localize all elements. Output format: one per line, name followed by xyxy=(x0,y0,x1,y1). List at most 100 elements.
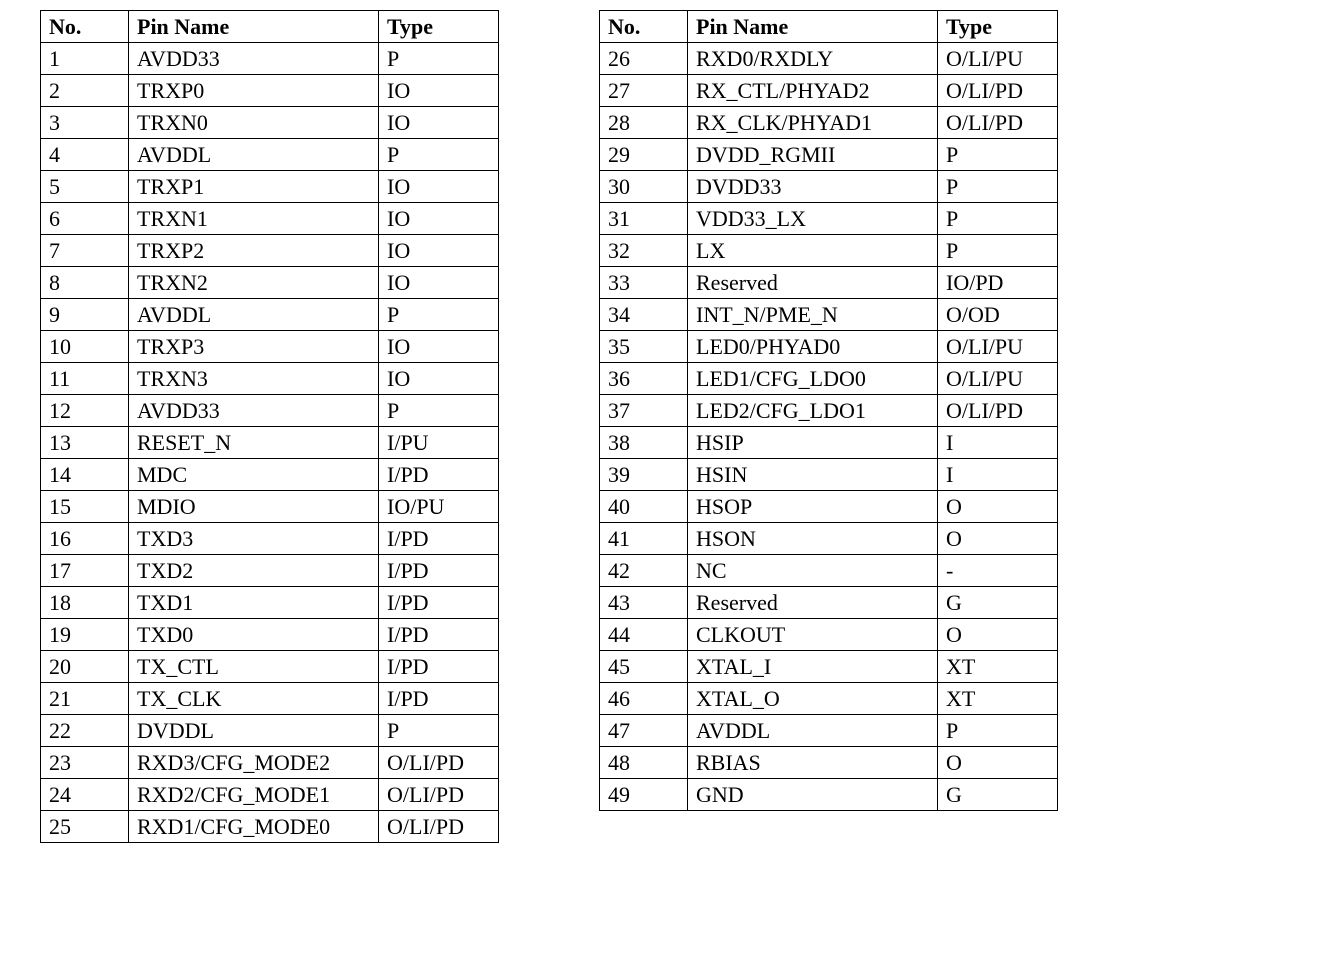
table-row: 19TXD0I/PD xyxy=(41,619,499,651)
cell-pin-name: TXD1 xyxy=(129,587,379,619)
cell-pin-name: TXD2 xyxy=(129,555,379,587)
cell-type: O/LI/PD xyxy=(938,75,1058,107)
cell-pin-name: Reserved xyxy=(688,267,938,299)
table-header-row: No. Pin Name Type xyxy=(41,11,499,43)
cell-type: O/LI/PU xyxy=(938,331,1058,363)
table-row: 17TXD2I/PD xyxy=(41,555,499,587)
cell-pin-name: LX xyxy=(688,235,938,267)
cell-no: 29 xyxy=(600,139,688,171)
cell-no: 17 xyxy=(41,555,129,587)
cell-no: 24 xyxy=(41,779,129,811)
table-row: 10TRXP3IO xyxy=(41,331,499,363)
cell-pin-name: RESET_N xyxy=(129,427,379,459)
cell-type: G xyxy=(938,779,1058,811)
cell-no: 16 xyxy=(41,523,129,555)
cell-no: 14 xyxy=(41,459,129,491)
cell-type: O/OD xyxy=(938,299,1058,331)
cell-type: IO xyxy=(379,331,499,363)
cell-type: P xyxy=(938,139,1058,171)
cell-no: 7 xyxy=(41,235,129,267)
cell-type: O/LI/PU xyxy=(938,43,1058,75)
cell-no: 48 xyxy=(600,747,688,779)
cell-pin-name: AVDD33 xyxy=(129,43,379,75)
cell-pin-name: LED0/PHYAD0 xyxy=(688,331,938,363)
cell-no: 3 xyxy=(41,107,129,139)
table-row: 29DVDD_RGMIIP xyxy=(600,139,1058,171)
cell-type: O/LI/PD xyxy=(379,747,499,779)
table-header-row: No. Pin Name Type xyxy=(600,11,1058,43)
table-row: 9AVDDLP xyxy=(41,299,499,331)
cell-no: 36 xyxy=(600,363,688,395)
table-row: 39HSINI xyxy=(600,459,1058,491)
cell-no: 18 xyxy=(41,587,129,619)
cell-no: 40 xyxy=(600,491,688,523)
pin-tables-container: No. Pin Name Type 1AVDD33P2TRXP0IO3TRXN0… xyxy=(40,10,1294,843)
table-row: 5TRXP1IO xyxy=(41,171,499,203)
cell-no: 2 xyxy=(41,75,129,107)
cell-no: 25 xyxy=(41,811,129,843)
cell-type: P xyxy=(379,715,499,747)
table-row: 8TRXN2IO xyxy=(41,267,499,299)
cell-pin-name: TRXN3 xyxy=(129,363,379,395)
cell-type: IO xyxy=(379,171,499,203)
cell-pin-name: Reserved xyxy=(688,587,938,619)
table-row: 26RXD0/RXDLYO/LI/PU xyxy=(600,43,1058,75)
cell-pin-name: DVDDL xyxy=(129,715,379,747)
cell-pin-name: HSIP xyxy=(688,427,938,459)
cell-pin-name: TRXN2 xyxy=(129,267,379,299)
header-type: Type xyxy=(938,11,1058,43)
table-row: 35LED0/PHYAD0O/LI/PU xyxy=(600,331,1058,363)
cell-pin-name: TRXP0 xyxy=(129,75,379,107)
cell-pin-name: TX_CTL xyxy=(129,651,379,683)
cell-type: XT xyxy=(938,651,1058,683)
cell-pin-name: AVDD33 xyxy=(129,395,379,427)
cell-type: IO xyxy=(379,267,499,299)
table-row: 47AVDDLP xyxy=(600,715,1058,747)
table-row: 36LED1/CFG_LDO0O/LI/PU xyxy=(600,363,1058,395)
header-pin-name: Pin Name xyxy=(129,11,379,43)
cell-pin-name: TRXN0 xyxy=(129,107,379,139)
cell-no: 30 xyxy=(600,171,688,203)
cell-no: 34 xyxy=(600,299,688,331)
cell-no: 20 xyxy=(41,651,129,683)
table-row: 28RX_CLK/PHYAD1O/LI/PD xyxy=(600,107,1058,139)
cell-no: 27 xyxy=(600,75,688,107)
cell-pin-name: TRXN1 xyxy=(129,203,379,235)
cell-pin-name: RX_CLK/PHYAD1 xyxy=(688,107,938,139)
cell-type: P xyxy=(938,715,1058,747)
cell-type: P xyxy=(379,43,499,75)
table-row: 31VDD33_LXP xyxy=(600,203,1058,235)
header-no: No. xyxy=(41,11,129,43)
cell-no: 32 xyxy=(600,235,688,267)
cell-type: G xyxy=(938,587,1058,619)
cell-no: 45 xyxy=(600,651,688,683)
cell-type: I/PD xyxy=(379,555,499,587)
table-row: 22DVDDLP xyxy=(41,715,499,747)
cell-pin-name: CLKOUT xyxy=(688,619,938,651)
cell-no: 1 xyxy=(41,43,129,75)
cell-no: 47 xyxy=(600,715,688,747)
table-row: 12AVDD33P xyxy=(41,395,499,427)
table-row: 38HSIPI xyxy=(600,427,1058,459)
table-row: 23RXD3/CFG_MODE2O/LI/PD xyxy=(41,747,499,779)
cell-type: IO xyxy=(379,363,499,395)
cell-type: I/PU xyxy=(379,427,499,459)
table-row: 45XTAL_IXT xyxy=(600,651,1058,683)
cell-no: 46 xyxy=(600,683,688,715)
cell-no: 28 xyxy=(600,107,688,139)
cell-type: I xyxy=(938,427,1058,459)
table-row: 3TRXN0IO xyxy=(41,107,499,139)
cell-type: I/PD xyxy=(379,459,499,491)
header-no: No. xyxy=(600,11,688,43)
table-row: 40HSOPO xyxy=(600,491,1058,523)
cell-pin-name: AVDDL xyxy=(688,715,938,747)
cell-type: I/PD xyxy=(379,651,499,683)
cell-no: 15 xyxy=(41,491,129,523)
table-row: 2TRXP0IO xyxy=(41,75,499,107)
cell-pin-name: RXD3/CFG_MODE2 xyxy=(129,747,379,779)
table-row: 24RXD2/CFG_MODE1O/LI/PD xyxy=(41,779,499,811)
pin-table-right-body: 26RXD0/RXDLYO/LI/PU27RX_CTL/PHYAD2O/LI/P… xyxy=(600,43,1058,811)
cell-pin-name: RBIAS xyxy=(688,747,938,779)
cell-no: 49 xyxy=(600,779,688,811)
cell-no: 38 xyxy=(600,427,688,459)
